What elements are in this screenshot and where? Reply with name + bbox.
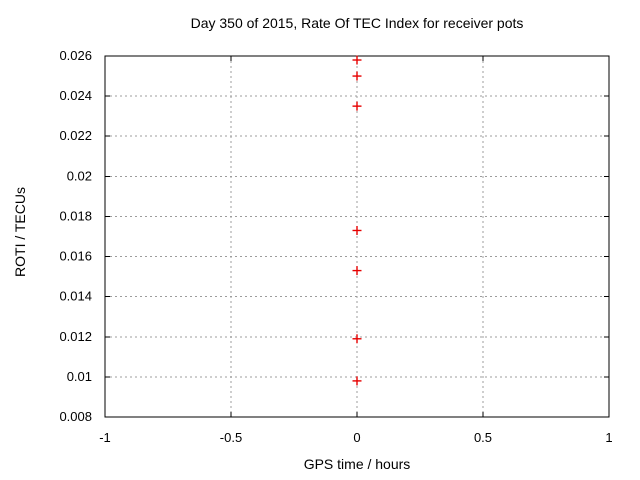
x-tick-label: -1 [99, 430, 111, 445]
y-tick-label: 0.008 [59, 409, 92, 424]
y-tick-label: 0.026 [59, 48, 92, 63]
y-tick-label: 0.02 [67, 168, 92, 183]
y-tick-label: 0.016 [59, 249, 92, 264]
x-tick-label: -0.5 [220, 430, 242, 445]
y-tick-label: 0.014 [59, 289, 92, 304]
y-tick-label: 0.018 [59, 208, 92, 223]
x-axis-label: GPS time / hours [303, 456, 411, 472]
y-tick-label: 0.01 [67, 369, 92, 384]
y-tick-label: 0.024 [59, 88, 92, 103]
chart-title: Day 350 of 2015, Rate Of TEC Index for r… [190, 15, 524, 31]
y-tick-label: 0.022 [59, 128, 92, 143]
y-tick-label: 0.012 [59, 329, 92, 344]
x-tick-label: 1 [605, 430, 612, 445]
x-tick-label: 0 [353, 430, 360, 445]
x-tick-label: 0.5 [474, 430, 492, 445]
